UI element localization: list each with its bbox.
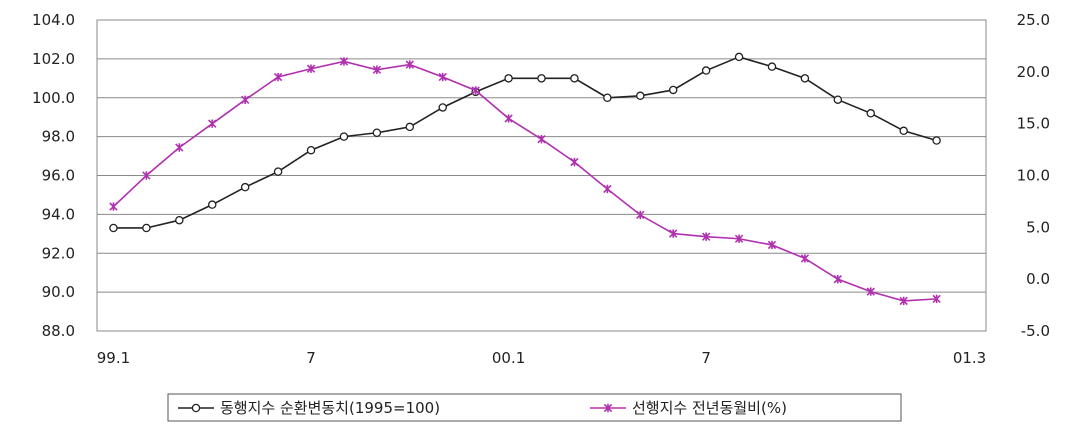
left-tick-label: 94.0 bbox=[42, 205, 75, 223]
data-point bbox=[273, 167, 283, 176]
x-axis-ticks: 99.1 7 00.1 7 01.3 bbox=[97, 349, 986, 367]
data-point bbox=[405, 122, 415, 132]
right-tick-label: 5.0 bbox=[1026, 218, 1050, 236]
left-tick-label: 98.0 bbox=[42, 128, 75, 146]
data-point bbox=[339, 132, 349, 141]
right-tick-label: 0.0 bbox=[1026, 270, 1050, 288]
right-tick-label: 20.0 bbox=[1017, 63, 1050, 81]
data-point bbox=[372, 65, 382, 74]
data-point bbox=[866, 287, 875, 296]
data-point bbox=[438, 103, 447, 112]
data-point bbox=[207, 200, 217, 209]
left-tick-label: 88.0 bbox=[42, 322, 75, 340]
data-point bbox=[800, 74, 810, 83]
data-point bbox=[109, 202, 118, 211]
right-tick-label: 15.0 bbox=[1017, 115, 1050, 133]
data-point bbox=[240, 182, 250, 192]
left-tick-label: 102.0 bbox=[32, 50, 75, 68]
data-point bbox=[734, 234, 744, 243]
data-point bbox=[701, 66, 711, 75]
gridlines bbox=[97, 58, 986, 293]
data-point bbox=[537, 135, 546, 144]
data-point bbox=[175, 215, 184, 225]
data-point bbox=[471, 86, 480, 95]
data-point bbox=[405, 60, 414, 69]
data-point bbox=[142, 223, 151, 233]
data-point bbox=[603, 93, 612, 103]
data-point bbox=[668, 85, 678, 95]
data-point bbox=[701, 232, 711, 241]
data-point bbox=[932, 136, 941, 145]
plot-frame bbox=[96, 19, 987, 332]
legend-swatch-marker bbox=[603, 403, 613, 413]
data-point bbox=[767, 240, 777, 250]
data-point bbox=[767, 62, 777, 71]
series-1 bbox=[109, 52, 941, 233]
data-point bbox=[669, 229, 678, 238]
data-point bbox=[109, 223, 118, 233]
data-point bbox=[833, 95, 843, 104]
data-point bbox=[833, 274, 842, 284]
data-point bbox=[438, 72, 447, 82]
data-point bbox=[372, 128, 382, 137]
left-tick-label: 90.0 bbox=[42, 283, 75, 301]
data-point bbox=[339, 57, 349, 66]
data-point bbox=[932, 294, 941, 304]
data-point bbox=[208, 119, 217, 128]
right-tick-label: 10.0 bbox=[1017, 167, 1050, 185]
data-point bbox=[142, 171, 151, 180]
data-point bbox=[734, 52, 744, 62]
x-tick-label: 01.3 bbox=[953, 349, 986, 367]
left-tick-label: 96.0 bbox=[42, 167, 75, 185]
data-point bbox=[603, 184, 612, 194]
data-point bbox=[866, 109, 876, 118]
legend: 동행지수 순환변동치(1995=100) 선행지수 전년동월비(%) bbox=[167, 393, 902, 422]
right-tick-label: -5.0 bbox=[1021, 322, 1050, 340]
data-point bbox=[899, 126, 908, 136]
x-tick-label: 7 bbox=[701, 349, 711, 367]
data-point bbox=[175, 143, 184, 152]
data-point bbox=[570, 74, 579, 83]
legend-label: 동행지수 순환변동치(1995=100) bbox=[220, 399, 440, 417]
data-point bbox=[636, 91, 645, 101]
left-tick-label: 100.0 bbox=[32, 89, 75, 107]
right-axis-ticks: -5.0 0.0 5.0 10.0 15.0 20.0 25.0 bbox=[1017, 11, 1050, 340]
x-tick-label: 99.1 bbox=[97, 349, 130, 367]
data-point bbox=[504, 74, 513, 83]
legend-label: 선행지수 전년동월비(%) bbox=[632, 399, 787, 417]
data-point bbox=[899, 296, 908, 306]
legend-box bbox=[167, 393, 902, 422]
data-point bbox=[570, 157, 579, 167]
series-line bbox=[113, 56, 937, 229]
data-point bbox=[636, 210, 645, 220]
left-axis-ticks: 88.0 90.0 92.0 94.0 96.0 98.0 100.0 102.0 104.0 bbox=[32, 11, 75, 340]
x-tick-label: 00.1 bbox=[492, 349, 525, 367]
series-line bbox=[112, 60, 937, 302]
left-tick-label: 104.0 bbox=[32, 11, 75, 29]
data-point bbox=[273, 72, 283, 82]
data-point bbox=[306, 64, 316, 73]
series-layer bbox=[109, 52, 941, 306]
data-point bbox=[537, 74, 546, 83]
series-2 bbox=[109, 57, 941, 306]
data-point bbox=[241, 95, 250, 105]
data-point bbox=[504, 114, 513, 123]
data-point bbox=[306, 145, 316, 155]
legend-swatch-marker bbox=[191, 403, 201, 413]
left-tick-label: 92.0 bbox=[42, 244, 75, 262]
right-tick-label: 25.0 bbox=[1017, 11, 1050, 29]
x-tick-label: 7 bbox=[306, 349, 316, 367]
data-point bbox=[800, 254, 810, 263]
